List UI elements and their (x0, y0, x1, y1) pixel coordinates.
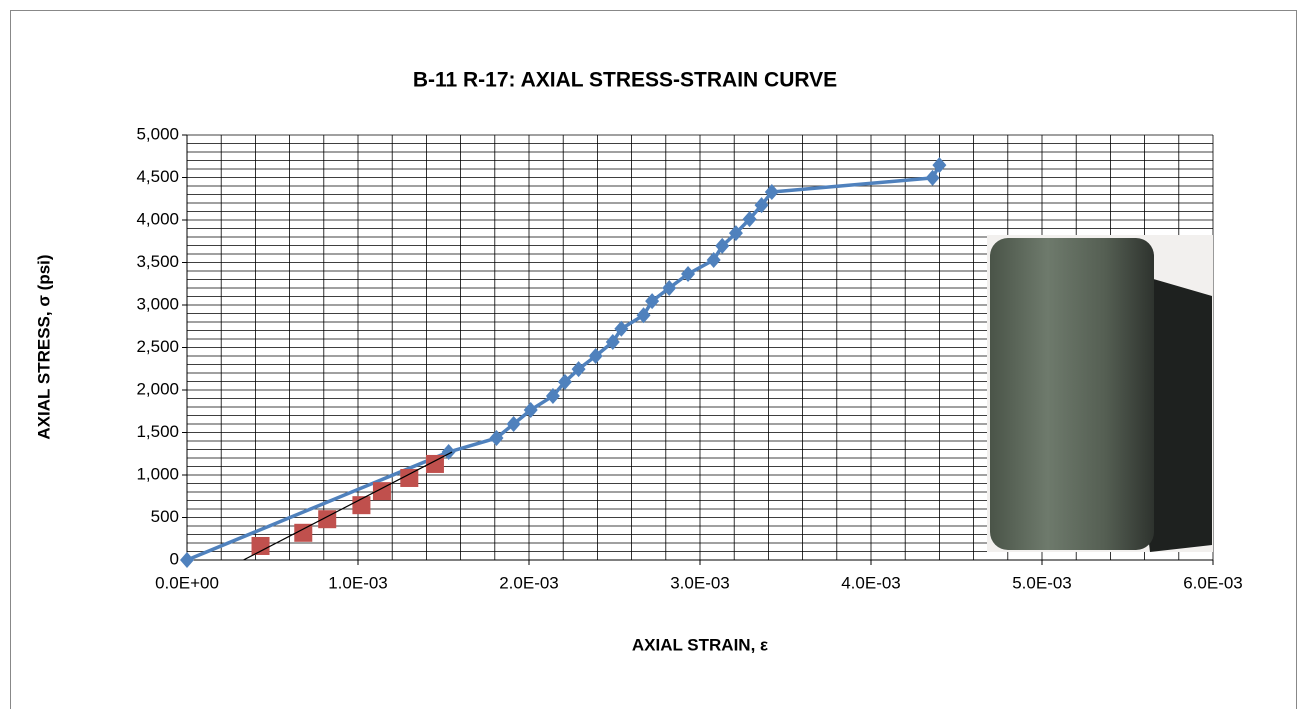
x-tick-label: 3.0E-03 (670, 573, 730, 592)
diamond-marker (764, 183, 779, 200)
x-tick-label: 5.0E-03 (1012, 573, 1072, 592)
y-tick-label: 2,000 (136, 379, 179, 398)
y-tick-label: 3,500 (136, 252, 179, 271)
square-marker (425, 454, 444, 473)
diamond-marker (715, 237, 730, 254)
diamond-marker (932, 157, 947, 174)
photo-core (990, 238, 1154, 550)
y-tick-label: 1,000 (136, 464, 179, 483)
diamond-marker (571, 361, 586, 378)
diamond-marker (636, 307, 651, 324)
y-tick-label: 1,500 (136, 422, 179, 441)
x-tick-label: 0.0E+00 (155, 573, 219, 592)
diamond-marker (557, 373, 572, 390)
diamond-marker (681, 265, 696, 282)
x-tick-label: 1.0E-03 (328, 573, 388, 592)
diamond-marker (645, 293, 660, 310)
y-tick-label: 4,000 (136, 209, 179, 228)
y-tick-label: 4,500 (136, 167, 179, 186)
diamond-marker (588, 348, 603, 364)
x-tick-label: 2.0E-03 (499, 573, 559, 592)
y-tick-label: 5,000 (136, 124, 179, 143)
chart-border (10, 10, 1297, 714)
plot (180, 157, 947, 568)
x-axis-label: AXIAL STRAIN, ε (632, 635, 768, 654)
diamond-marker (545, 387, 560, 404)
diamond-marker (662, 280, 677, 296)
x-tick-label: 4.0E-03 (841, 573, 901, 592)
y-tick-label: 0 (170, 549, 179, 568)
diamond-marker (742, 211, 757, 228)
diamond-marker (706, 251, 721, 268)
diamond-marker (180, 552, 194, 568)
y-tick-label: 3,000 (136, 294, 179, 313)
specimen-photo (987, 235, 1213, 552)
diamond-marker (754, 197, 769, 214)
diamond-marker (728, 225, 743, 242)
x-tick-label: 6.0E-03 (1183, 573, 1243, 592)
square-marker (294, 523, 313, 542)
diamond-marker (605, 333, 620, 350)
y-tick-label: 2,500 (136, 337, 179, 356)
diamond-marker (614, 320, 629, 337)
square-marker (400, 468, 419, 487)
square-marker (251, 536, 270, 555)
diamond-marker (925, 169, 940, 186)
diamond-marker (523, 401, 538, 418)
y-tick-label: 500 (151, 507, 179, 526)
y-axis-label: AXIAL STRESS, σ (psi) (34, 254, 53, 439)
diamond-marker (506, 416, 521, 432)
chart-title: B-11 R-17: AXIAL STRESS-STRAIN CURVE (413, 69, 837, 92)
diamond-marker (489, 430, 504, 447)
series-line (243, 451, 453, 561)
